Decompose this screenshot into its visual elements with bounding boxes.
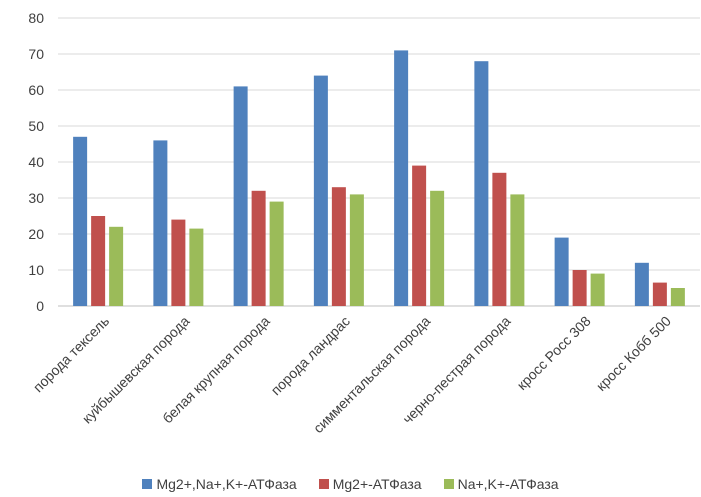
bar [634,262,649,306]
legend-swatch-series-3 [443,479,454,489]
bar [73,136,88,306]
legend-label-series-2: Mg2+-АТФаза [332,476,422,492]
x-category-label: кросс Росс 308 [514,313,594,393]
x-category-label: порода тексель [30,313,112,395]
legend-swatch-series-2 [318,479,329,489]
legend-swatch-series-1 [142,479,153,489]
bar [109,226,124,306]
y-tick-label: 70 [28,46,44,62]
bar [269,201,284,306]
bar [153,140,168,306]
bar [251,190,266,306]
y-tick-label: 80 [28,10,44,26]
y-tick-label: 10 [28,262,44,278]
legend-item-series-3: Na+,K+-АТФаза [443,476,559,492]
y-tick-label: 30 [28,190,44,206]
bar [331,187,346,306]
bar [412,165,427,306]
bar [474,61,489,307]
y-tick-label: 60 [28,82,44,98]
y-tick-label: 50 [28,118,44,134]
bar [590,273,605,306]
legend-label-series-1: Mg2+,Na+,K+-АТФаза [156,476,297,492]
legend-item-series-2: Mg2+-АТФаза [318,476,422,492]
x-category-label: порода ландрас [268,313,353,398]
bar [349,194,364,306]
bar [670,288,685,306]
bar [430,190,445,306]
bar [652,282,667,306]
bar [492,172,507,306]
bar [313,75,328,306]
y-tick-label: 40 [28,154,44,170]
legend-label-series-3: Na+,K+-АТФаза [457,476,559,492]
bar [233,86,248,307]
bar [510,194,525,306]
bar [171,219,186,306]
bar [189,228,204,306]
y-tick-label: 0 [36,298,44,314]
bar [91,216,106,306]
bar [394,50,409,307]
legend-item-series-1: Mg2+,Na+,K+-АТФаза [142,476,297,492]
bar [554,237,569,306]
x-category-label: кросс Кобб 500 [593,313,674,394]
bar [572,270,587,306]
legend: Mg2+,Na+,K+-АТФаза Mg2+-АТФаза Na+,K+-АТ… [0,476,701,492]
y-tick-label: 20 [28,226,44,242]
